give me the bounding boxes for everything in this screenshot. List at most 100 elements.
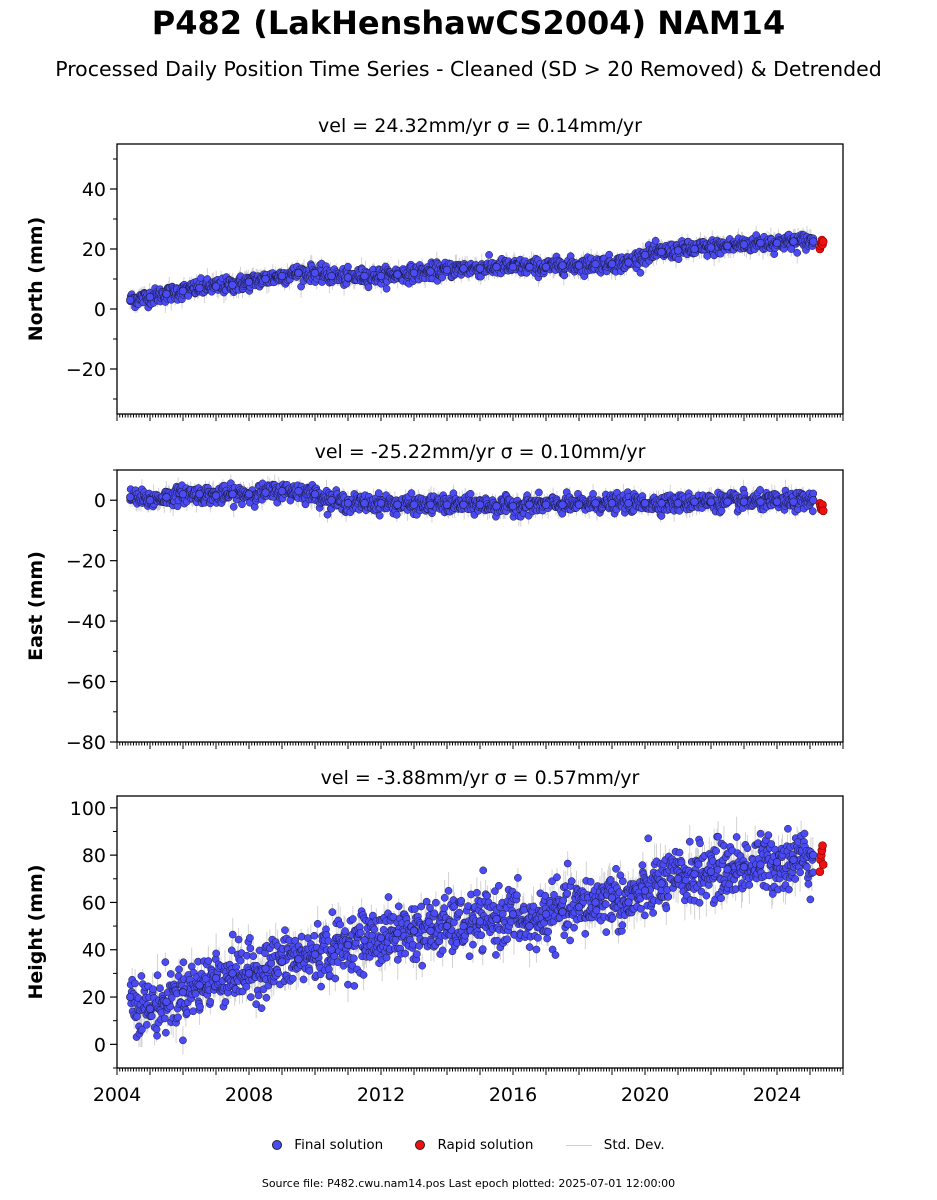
chart-main-title: P482 (LakHenshawCS2004) NAM14 bbox=[151, 4, 786, 42]
time-series-figure: vel = 24.32mm/yr σ = 0.14mm/yr North (mm)… bbox=[25, 115, 844, 1106]
final-solution-point bbox=[195, 283, 204, 293]
final-solution-point bbox=[508, 262, 518, 272]
final-solution-point bbox=[640, 250, 650, 260]
final-solution-point bbox=[657, 247, 666, 257]
final-solution-point bbox=[178, 490, 188, 499]
final-solution-point bbox=[756, 486, 764, 494]
final-solution-point bbox=[145, 292, 155, 302]
final-solution-point bbox=[261, 488, 270, 497]
final-solution-point bbox=[310, 268, 320, 278]
height-ylabel: Height (mm) bbox=[25, 864, 47, 999]
final-solution-point bbox=[789, 237, 798, 246]
final-solution-point bbox=[392, 510, 401, 519]
final-solution-point bbox=[323, 510, 332, 519]
final-solution-point bbox=[541, 500, 551, 509]
final-solution-point bbox=[360, 271, 369, 281]
final-solution-point bbox=[475, 264, 485, 273]
final-solution-point bbox=[376, 271, 386, 281]
final-solution-point bbox=[492, 502, 501, 511]
final-solution-point bbox=[442, 265, 452, 275]
final-solution-point bbox=[607, 499, 617, 508]
final-solution-point bbox=[607, 259, 617, 269]
final-solution-point bbox=[770, 250, 779, 258]
final-solution-point bbox=[310, 490, 320, 499]
final-solution-point bbox=[492, 262, 501, 272]
final-solution-point bbox=[723, 241, 732, 251]
north-panel-title: vel = 24.32mm/yr σ = 0.14mm/yr bbox=[318, 115, 642, 137]
y-tick-label: −20 bbox=[66, 359, 106, 381]
final-solution-point bbox=[808, 507, 817, 516]
final-solution-point bbox=[442, 500, 452, 509]
height-panel-title: vel = -3.88mm/yr σ = 0.57mm/yr bbox=[321, 767, 640, 789]
east-data bbox=[126, 474, 828, 527]
final-solution-point bbox=[229, 503, 238, 511]
final-solution-point bbox=[525, 262, 534, 272]
rapid-solution-point bbox=[818, 237, 828, 246]
final-solution-point bbox=[344, 262, 352, 271]
height-data bbox=[126, 816, 828, 1055]
y-tick-label: −40 bbox=[66, 611, 106, 633]
final-solution-point bbox=[739, 497, 749, 506]
final-solution-point bbox=[407, 489, 416, 497]
final-solution-point bbox=[466, 489, 475, 498]
rapid-solution-point bbox=[818, 506, 828, 516]
final-solution-point bbox=[376, 499, 386, 508]
final-solution-point bbox=[673, 246, 683, 255]
final-solution-point bbox=[535, 488, 543, 497]
final-solution-point bbox=[126, 295, 135, 305]
final-solution-point bbox=[772, 238, 782, 248]
final-solution-point bbox=[375, 511, 384, 520]
final-solution-point bbox=[809, 237, 818, 246]
final-solution-point bbox=[211, 491, 221, 500]
final-solution-point bbox=[624, 499, 633, 508]
final-solution-point bbox=[591, 259, 600, 269]
final-solution-point bbox=[809, 489, 818, 498]
final-solution-point bbox=[706, 497, 716, 506]
final-solution-point bbox=[228, 490, 237, 499]
final-solution-point bbox=[640, 499, 650, 508]
final-solution-point bbox=[558, 261, 567, 270]
final-solution-point bbox=[409, 500, 419, 509]
final-solution-point bbox=[624, 258, 633, 267]
north-ylabel: North (mm) bbox=[25, 217, 47, 342]
final-solution-point bbox=[739, 240, 749, 249]
height-panel: vel = -3.88mm/yr σ = 0.57mm/yr Height (mm… bbox=[25, 767, 844, 1106]
final-solution-point bbox=[756, 238, 765, 248]
final-solution-point bbox=[178, 286, 188, 296]
final-solution-point bbox=[382, 284, 391, 293]
final-solution-point bbox=[277, 271, 287, 281]
final-solution-point bbox=[560, 271, 569, 280]
y-tick-label: −60 bbox=[66, 672, 106, 694]
final-solution-point bbox=[459, 264, 468, 273]
final-solution-point bbox=[574, 261, 584, 270]
y-tick-label: 40 bbox=[82, 179, 106, 201]
final-solution-point bbox=[343, 273, 353, 282]
final-solution-point bbox=[657, 499, 666, 508]
y-tick-label: −80 bbox=[66, 732, 106, 754]
final-solution-point bbox=[438, 273, 447, 282]
final-solution-point bbox=[690, 497, 699, 506]
north-panel: vel = 24.32mm/yr σ = 0.14mm/yr North (mm)… bbox=[25, 115, 844, 421]
final-solution-point bbox=[228, 280, 237, 290]
final-solution-point bbox=[772, 497, 782, 506]
final-solution-point bbox=[393, 270, 402, 279]
final-solution-point bbox=[636, 268, 645, 277]
final-solution-point bbox=[393, 500, 402, 509]
final-solution-point bbox=[657, 512, 666, 520]
final-solution-point bbox=[574, 500, 584, 509]
final-solution-point bbox=[162, 493, 171, 502]
final-solution-point bbox=[508, 502, 518, 511]
final-solution-point bbox=[673, 499, 683, 508]
final-solution-point bbox=[789, 497, 798, 506]
final-solution-point bbox=[364, 283, 373, 292]
final-solution-point bbox=[793, 249, 802, 257]
final-solution-point bbox=[591, 499, 600, 508]
east-panel-title: vel = -25.22mm/yr σ = 0.10mm/yr bbox=[315, 441, 646, 463]
final-solution-point bbox=[195, 490, 204, 499]
final-solution-point bbox=[426, 500, 435, 509]
final-solution-point bbox=[211, 282, 221, 291]
final-solution-point bbox=[126, 493, 135, 502]
final-solution-point bbox=[706, 243, 716, 252]
final-solution-point bbox=[162, 289, 171, 299]
final-solution-point bbox=[723, 497, 732, 506]
